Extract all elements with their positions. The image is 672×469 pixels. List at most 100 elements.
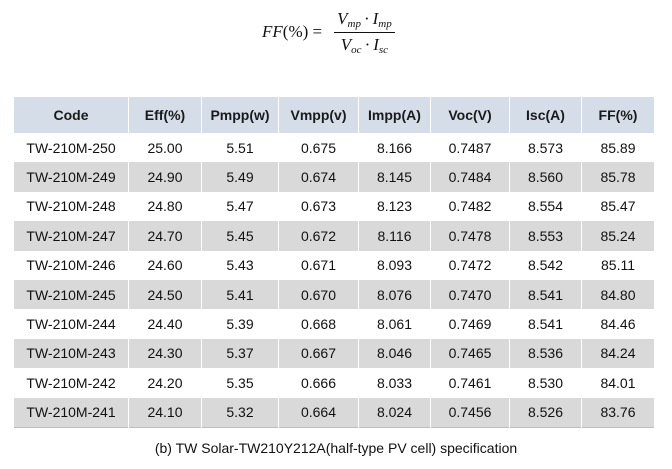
cell-code: TW-210M-250 [13,133,129,163]
table-header-row: Code Eff(%) Pmpp(w) Vmpp(v) Impp(A) Voc(V) Isc… [13,97,655,133]
cell-ff: 84.01 [581,368,655,398]
formula-lhs: FF(%) = [262,22,322,42]
cell-eff: 24.90 [128,162,202,192]
cell-impp: 8.033 [358,368,431,398]
column-header-eff: Eff(%) [128,97,202,133]
table-row: TW-210M-243 24.30 5.37 0.667 8.046 0.7465 8.53… [13,338,655,369]
fill-factor-formula: FF(%) = Vmp · Imp Voc · Isc [262,6,395,58]
cell-pmpp: 5.49 [201,162,279,192]
cell-pmpp: 5.47 [201,191,279,222]
table-row: TW-210M-242 24.20 5.35 0.666 8.033 0.7461 8.53… [13,368,655,398]
table-body: TW-210M-250 25.00 5.51 0.675 8.166 0.7487 8.57… [13,133,655,428]
formula-denominator: Voc · Isc [338,33,391,56]
cell-pmpp: 5.35 [201,368,279,398]
formula-den-symbol-b: I [373,34,379,54]
cell-code: TW-210M-246 [13,250,129,280]
column-header-code: Code [13,97,129,133]
cell-vmpp: 0.664 [278,397,359,428]
cell-isc: 8.554 [509,191,582,222]
column-header-voc: Voc(V) [430,97,510,133]
cell-code: TW-210M-241 [13,397,129,428]
cell-isc: 8.541 [509,309,582,339]
pv-cell-spec-table: Code Eff(%) Pmpp(w) Vmpp(v) Impp(A) Voc(V) Isc… [13,97,655,428]
cell-code: TW-210M-247 [13,221,129,251]
cell-pmpp: 5.32 [201,397,279,428]
cell-vmpp: 0.670 [278,279,359,310]
formula-den-dot: · [364,34,371,54]
cell-eff: 24.50 [128,279,202,310]
cell-pmpp: 5.45 [201,221,279,251]
table-caption: (b) TW Solar-TW210Y212A(half-type PV cel… [154,440,518,456]
cell-ff: 84.46 [581,309,655,339]
cell-isc: 8.526 [509,397,582,428]
table-row: TW-210M-241 24.10 5.32 0.664 8.024 0.7456 8.52… [13,397,655,428]
cell-voc: 0.7472 [430,250,510,280]
formula-den-symbol-a: V [340,34,352,54]
cell-eff: 24.80 [128,191,202,222]
cell-eff: 25.00 [128,133,202,163]
cell-vmpp: 0.674 [278,162,359,192]
cell-vmpp: 0.675 [278,133,359,163]
cell-impp: 8.116 [358,221,431,251]
cell-ff: 84.80 [581,279,655,310]
formula-den-sub-b: sc [378,43,389,56]
table-row: TW-210M-247 24.70 5.45 0.672 8.116 0.7478 8.55… [13,221,655,251]
cell-voc: 0.7482 [430,191,510,222]
cell-eff: 24.30 [128,338,202,369]
cell-vmpp: 0.668 [278,309,359,339]
table-row: TW-210M-250 25.00 5.51 0.675 8.166 0.7487 8.57… [13,133,655,163]
table-row: TW-210M-249 24.90 5.49 0.674 8.145 0.7484 8.56… [13,162,655,192]
cell-eff: 24.40 [128,309,202,339]
cell-isc: 8.536 [509,338,582,369]
cell-isc: 8.553 [509,221,582,251]
cell-ff: 85.11 [581,250,655,280]
cell-impp: 8.166 [358,133,431,163]
cell-voc: 0.7470 [430,279,510,310]
cell-ff: 85.78 [581,162,655,192]
column-header-isc: Isc(A) [509,97,582,133]
formula-fraction: Vmp · Imp Voc · Isc [334,9,395,56]
cell-isc: 8.541 [509,279,582,310]
cell-ff: 85.47 [581,191,655,222]
cell-impp: 8.093 [358,250,431,280]
cell-eff: 24.10 [128,397,202,428]
column-header-ff: FF(%) [581,97,655,133]
cell-voc: 0.7487 [430,133,510,163]
cell-eff: 24.20 [128,368,202,398]
table-row: TW-210M-248 24.80 5.47 0.673 8.123 0.7482 8.55… [13,191,655,222]
column-header-impp: Impp(A) [358,97,431,133]
cell-vmpp: 0.667 [278,338,359,369]
formula-numerator: Vmp · Imp [334,9,395,33]
cell-impp: 8.145 [358,162,431,192]
column-header-pmpp: Pmpp(w) [201,97,279,133]
cell-ff: 84.24 [581,338,655,369]
cell-code: TW-210M-244 [13,309,129,339]
cell-impp: 8.024 [358,397,431,428]
cell-isc: 8.560 [509,162,582,192]
cell-eff: 24.60 [128,250,202,280]
cell-isc: 8.530 [509,368,582,398]
cell-code: TW-210M-245 [13,279,129,310]
cell-isc: 8.542 [509,250,582,280]
table-row: TW-210M-245 24.50 5.41 0.670 8.076 0.7470 8.54… [13,279,655,310]
cell-voc: 0.7469 [430,309,510,339]
cell-voc: 0.7478 [430,221,510,251]
cell-vmpp: 0.671 [278,250,359,280]
cell-pmpp: 5.41 [201,279,279,310]
cell-code: TW-210M-248 [13,191,129,222]
cell-voc: 0.7461 [430,368,510,398]
cell-voc: 0.7456 [430,397,510,428]
table-row: TW-210M-244 24.40 5.39 0.668 8.061 0.7469 8.54… [13,309,655,339]
formula-num-dot: · [363,8,370,28]
table-row: TW-210M-246 24.60 5.43 0.671 8.093 0.7472 8.54… [13,250,655,280]
cell-pmpp: 5.39 [201,309,279,339]
formula-num-sub-a: mp [347,17,361,30]
formula-num-symbol-a: V [337,8,348,28]
cell-pmpp: 5.51 [201,133,279,163]
formula-num-symbol-b: I [372,8,379,28]
cell-impp: 8.123 [358,191,431,222]
column-header-vmpp: Vmpp(v) [278,97,359,133]
cell-isc: 8.573 [509,133,582,163]
cell-vmpp: 0.672 [278,221,359,251]
cell-voc: 0.7465 [430,338,510,369]
